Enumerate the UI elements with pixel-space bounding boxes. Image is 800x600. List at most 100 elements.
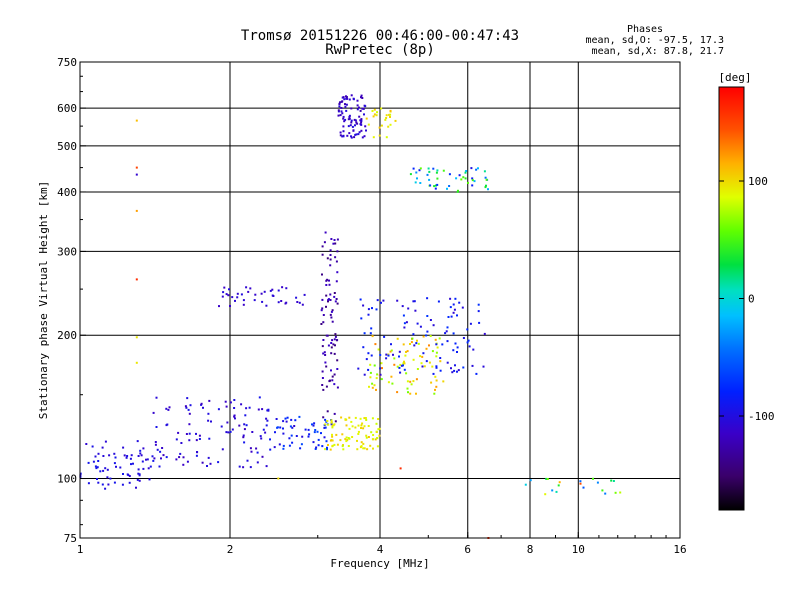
echo-point bbox=[331, 379, 334, 382]
echo-point bbox=[356, 122, 359, 125]
echo-point bbox=[323, 436, 326, 439]
echo-point bbox=[94, 455, 97, 458]
echo-point bbox=[353, 118, 356, 121]
echo-point bbox=[460, 178, 463, 181]
echo-point bbox=[357, 424, 360, 427]
echo-point bbox=[291, 426, 294, 429]
echo-point bbox=[415, 378, 418, 381]
echo-point bbox=[361, 107, 364, 110]
echo-point bbox=[253, 299, 256, 302]
echo-point bbox=[389, 113, 392, 116]
echo-point bbox=[412, 358, 415, 361]
echo-point bbox=[282, 427, 284, 430]
echo-point bbox=[201, 461, 204, 464]
echo-point bbox=[96, 478, 98, 480]
echo-point bbox=[357, 133, 360, 136]
echo-point bbox=[324, 448, 327, 451]
echo-point bbox=[404, 354, 407, 357]
echo-point bbox=[330, 238, 333, 240]
echo-point bbox=[233, 415, 236, 418]
echo-point bbox=[359, 298, 362, 301]
echo-point bbox=[289, 425, 292, 428]
echo-point bbox=[362, 447, 365, 450]
echo-point bbox=[321, 245, 324, 248]
echo-point bbox=[222, 291, 225, 294]
echo-point bbox=[136, 478, 139, 481]
echo-point bbox=[396, 391, 399, 394]
colorbar-ticks: 100 0 -100 bbox=[719, 175, 775, 423]
echo-point bbox=[432, 324, 435, 327]
echo-point bbox=[334, 256, 337, 259]
echo-point bbox=[485, 184, 487, 187]
echo-point bbox=[202, 406, 204, 409]
echo-point bbox=[375, 388, 377, 391]
echo-point bbox=[327, 423, 330, 426]
echo-point bbox=[328, 380, 331, 383]
echo-point bbox=[396, 299, 399, 302]
echo-point bbox=[249, 447, 252, 450]
echo-point bbox=[446, 187, 448, 190]
echo-point bbox=[375, 422, 378, 425]
echo-point bbox=[336, 443, 339, 446]
echo-point bbox=[433, 185, 436, 188]
echo-point bbox=[419, 182, 422, 184]
echo-point bbox=[347, 445, 350, 447]
echo-point bbox=[331, 309, 334, 312]
echo-point bbox=[221, 448, 224, 451]
echo-point bbox=[462, 366, 465, 369]
echo-point bbox=[314, 429, 317, 431]
echo-point bbox=[367, 368, 370, 371]
echo-point bbox=[428, 344, 430, 347]
chart-title-line1: Tromsø 20151226 00:46:00-00:47:43 bbox=[241, 28, 519, 44]
echo-point bbox=[322, 321, 325, 324]
echo-point bbox=[261, 300, 264, 303]
echo-point bbox=[344, 103, 346, 106]
echo-point bbox=[342, 117, 345, 120]
echo-point bbox=[338, 105, 341, 108]
colorbar-tick-label: -100 bbox=[748, 410, 775, 423]
echo-point bbox=[371, 417, 374, 420]
echo-point bbox=[352, 97, 355, 100]
echo-point bbox=[529, 479, 532, 482]
echo-point bbox=[407, 391, 409, 394]
echo-point bbox=[130, 454, 133, 457]
echo-point bbox=[376, 373, 379, 376]
echo-point bbox=[329, 439, 332, 442]
echo-point bbox=[346, 134, 349, 137]
echo-point bbox=[436, 183, 439, 186]
echo-point bbox=[431, 350, 434, 353]
echo-point bbox=[433, 392, 436, 395]
colorbar-unit-label: [deg] bbox=[718, 71, 751, 84]
echo-point bbox=[381, 367, 383, 370]
echo-point bbox=[265, 417, 268, 420]
echo-point bbox=[251, 431, 254, 433]
echo-point bbox=[288, 444, 291, 447]
x-tick-label: 1 bbox=[77, 543, 84, 556]
echo-point bbox=[557, 484, 560, 487]
echo-point bbox=[333, 352, 336, 355]
echo-point bbox=[115, 465, 117, 468]
echo-point bbox=[354, 133, 357, 136]
echo-point bbox=[384, 118, 387, 121]
echo-point bbox=[249, 287, 252, 290]
echo-point bbox=[313, 422, 316, 425]
echo-point bbox=[344, 105, 347, 108]
echo-point bbox=[377, 348, 380, 351]
echo-point bbox=[209, 462, 212, 465]
echo-point bbox=[196, 451, 198, 453]
echo-point bbox=[376, 437, 379, 440]
echo-point bbox=[122, 446, 125, 449]
echo-point bbox=[461, 306, 464, 309]
echo-point bbox=[360, 441, 363, 444]
x-tick-label: 8 bbox=[527, 543, 534, 556]
echo-point bbox=[417, 342, 420, 345]
echo-point bbox=[184, 405, 187, 408]
echo-point bbox=[221, 295, 224, 298]
echo-point bbox=[206, 465, 208, 467]
echo-point bbox=[362, 427, 365, 430]
echo-point bbox=[425, 360, 428, 363]
echo-point bbox=[415, 171, 418, 174]
echo-point bbox=[477, 303, 480, 306]
echo-point bbox=[298, 301, 301, 304]
echo-point bbox=[350, 94, 353, 97]
